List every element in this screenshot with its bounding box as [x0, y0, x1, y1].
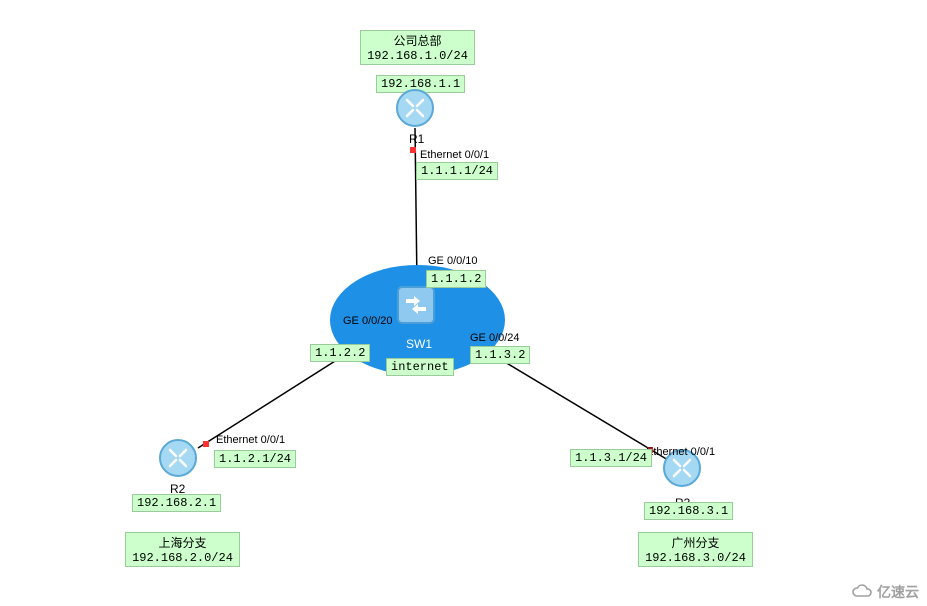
r1-lan-subnet: 192.168.1.0/24 [365, 49, 470, 63]
sw-ge24-label: GE 0/0/24 [470, 332, 520, 344]
sw-ge10-label: GE 0/0/10 [428, 255, 478, 267]
watermark: 亿速云 [851, 582, 919, 602]
r2-wan-ip: 1.1.2.1/24 [214, 450, 296, 468]
r1-wan-ip: 1.1.1.1/24 [416, 162, 498, 180]
sw-ge24-ip: 1.1.3.2 [470, 346, 530, 364]
r2-lan-title: 上海分支 192.168.2.0/24 [125, 532, 240, 567]
r2-wan-iface: Ethernet 0/0/1 [216, 434, 285, 446]
internet-tag: internet [386, 358, 454, 376]
r2-lan-title-text: 上海分支 [130, 534, 235, 551]
r3-wan-ip: 1.1.3.1/24 [570, 449, 652, 467]
r1-wan-iface: Ethernet 0/0/1 [420, 149, 489, 161]
r1-lan-title: 公司总部 192.168.1.0/24 [360, 30, 475, 65]
r1-lan-title-text: 公司总部 [365, 32, 470, 49]
sw-ge20-label: GE 0/0/20 [343, 315, 393, 327]
switch-label: SW1 [406, 337, 432, 351]
r3-lan-subnet: 192.168.3.0/24 [643, 551, 748, 565]
r2-lan-subnet: 192.168.2.0/24 [130, 551, 235, 565]
watermark-text: 亿速云 [877, 582, 919, 602]
r3-wan-iface: Ethernet 0/0/1 [646, 446, 715, 458]
sw-ge20-ip: 1.1.2.2 [310, 344, 370, 362]
router-r1-icon [395, 88, 435, 128]
r1-label: R1 [409, 132, 424, 146]
r3-lan-ip: 192.168.3.1 [644, 502, 733, 520]
switch-icon [396, 285, 436, 325]
sw-ge10-ip: 1.1.1.2 [426, 270, 486, 288]
r3-lan-title-text: 广州分支 [643, 534, 748, 551]
r3-lan-title: 广州分支 192.168.3.0/24 [638, 532, 753, 567]
router-r2-icon [158, 438, 198, 478]
r2-lan-ip: 192.168.2.1 [132, 494, 221, 512]
